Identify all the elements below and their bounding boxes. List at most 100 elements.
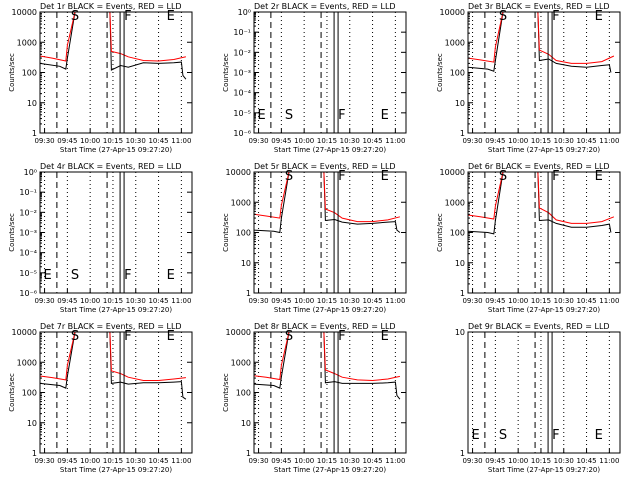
marker-label-e: E [381,329,389,344]
y-axis-label: Counts/sec [222,53,230,92]
y-tick-label: 10 [241,259,251,268]
panel-title: Det 5r BLACK = Events, RED = LLD [254,162,396,171]
series-line-events [39,11,187,80]
x-tick-label: 10:30 [340,137,360,145]
x-tick-label: 09:45 [271,457,291,465]
y-tick-label: 10⁻² [19,208,37,217]
x-axis-label: Start Time (27-Apr-15 09:27:20) [488,466,600,474]
x-tick-label: 09:45 [57,297,77,305]
x-tick-label: 10:45 [576,137,596,145]
x-tick-label: 10:45 [362,457,382,465]
x-tick-label: 10:45 [576,457,596,465]
marker-label-f: F [338,169,345,184]
marker-label-e: E [258,108,266,123]
panel-title: Det 9r BLACK = Events, RED = LLD [468,322,610,331]
x-tick-label: 10:45 [362,297,382,305]
y-tick-label: 1 [32,449,37,458]
plot-frame [467,331,621,454]
series-line-events [467,11,612,73]
y-tick-label: 10000 [226,328,251,337]
x-tick-label: 11:00 [171,457,191,465]
x-tick-label: 10:00 [294,137,314,145]
x-tick-label: 10:00 [508,137,528,145]
x-tick-label: 11:00 [385,297,405,305]
x-tick-label: 10:30 [554,297,574,305]
y-axis-label: Counts/sec [436,213,444,252]
marker-label-s: S [285,169,293,184]
x-tick-label: 10:00 [80,137,100,145]
x-axis-label: Start Time (27-Apr-15 09:27:20) [274,146,386,154]
y-axis-label: Counts/sec [222,373,230,412]
x-tick-label: 10:15 [317,297,337,305]
y-tick-label: 10⁻¹ [233,28,251,37]
x-tick-label: 09:30 [462,457,482,465]
x-tick-label: 10:15 [103,137,123,145]
x-tick-label: 11:00 [385,137,405,145]
marker-label-e: E [472,428,480,443]
x-axis-label: Start Time (27-Apr-15 09:27:20) [60,466,172,474]
x-tick-label: 09:45 [271,137,291,145]
y-axis-label: Counts/sec [436,53,444,92]
marker-label-s: S [499,9,507,24]
x-tick-label: 09:30 [34,457,54,465]
x-tick-label: 10:00 [294,297,314,305]
marker-label-e: E [44,268,52,283]
marker-label-e: E [167,329,175,344]
marker-label-s: S [285,108,293,123]
marker-label-e: E [381,108,389,123]
panel-title: Det 8r BLACK = Events, RED = LLD [254,322,396,331]
marker-label-f: F [124,268,131,283]
y-tick-label: 10⁻⁶ [19,289,37,298]
panel-title: Det 7r BLACK = Events, RED = LLD [40,322,182,331]
y-tick-label: 10⁻³ [233,69,251,78]
series-line-lld [39,331,186,381]
x-tick-label: 09:45 [57,457,77,465]
x-tick-label: 09:30 [248,297,268,305]
x-tick-label: 10:45 [148,457,168,465]
marker-label-s: S [285,329,293,344]
plot-frame [39,11,193,134]
y-tick-label: 1 [32,129,37,138]
x-tick-label: 10:30 [126,137,146,145]
x-tick-label: 09:30 [34,297,54,305]
series-line-events [253,171,401,234]
y-tick-label: 10 [455,259,465,268]
panel-det-4r: E S F E 10⁻⁶ 10⁻⁵ 10⁻⁴ 10⁻³ 10⁻² 10⁻¹ 10⁰ Counts/se… [8,162,193,314]
panel-title: Det 2r BLACK = Events, RED = LLD [254,2,396,11]
y-tick-label: 1000 [445,38,465,47]
y-tick-label: 10⁻⁶ [233,129,251,138]
y-tick-label: 100 [22,389,37,398]
series-line-lld [467,171,615,224]
panel-title: Det 1r BLACK = Events, RED = LLD [40,2,182,11]
y-tick-label: 100 [236,389,251,398]
x-tick-label: 09:30 [248,137,268,145]
x-tick-label: 10:15 [531,457,551,465]
y-tick-label: 1 [460,449,465,458]
x-tick-label: 09:30 [34,137,54,145]
marker-label-f: F [552,428,559,443]
y-tick-label: 100 [450,69,465,78]
y-tick-label: 10⁻⁵ [233,109,251,118]
y-tick-label: 1000 [17,358,37,367]
y-tick-label: 10⁻¹ [19,188,37,197]
y-tick-label: 10 [27,99,37,108]
y-tick-label: 10⁻³ [19,229,37,238]
x-tick-label: 10:00 [80,297,100,305]
x-tick-label: 11:00 [599,457,619,465]
marker-label-s: S [71,329,79,344]
y-tick-label: 1000 [445,198,465,207]
y-axis-label: Counts/sec [222,213,230,252]
panel-title: Det 6r BLACK = Events, RED = LLD [468,162,610,171]
y-tick-label: 10 [27,419,37,428]
y-tick-label: 10 [455,99,465,108]
x-tick-label: 09:45 [485,297,505,305]
x-tick-label: 09:45 [271,297,291,305]
y-tick-label: 1 [246,449,251,458]
x-tick-label: 10:30 [340,297,360,305]
marker-label-s: S [71,268,79,283]
